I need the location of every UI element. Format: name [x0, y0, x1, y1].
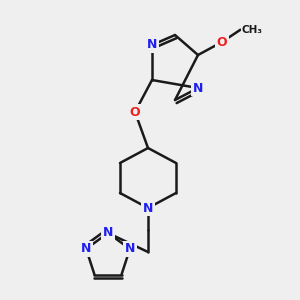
Text: N: N [103, 226, 113, 239]
Text: O: O [217, 35, 227, 49]
Text: O: O [130, 106, 140, 118]
Text: N: N [193, 82, 203, 94]
Text: N: N [81, 242, 91, 255]
Text: CH₃: CH₃ [242, 25, 263, 35]
Text: N: N [125, 242, 135, 255]
Text: N: N [147, 38, 157, 52]
Text: N: N [143, 202, 153, 214]
